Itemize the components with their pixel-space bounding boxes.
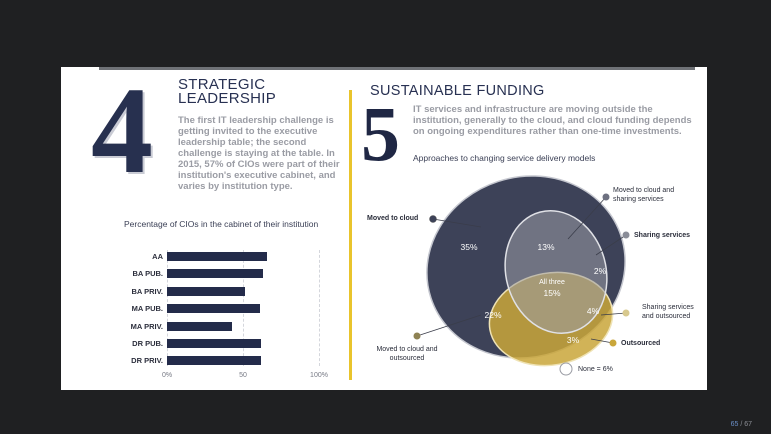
dot-sharing-outsourced xyxy=(622,309,630,317)
label-moved-to-cloud: Moved to cloud xyxy=(367,215,419,222)
page-current: 65 xyxy=(730,421,739,428)
chart-bar xyxy=(167,321,233,331)
service-delivery-venn xyxy=(413,175,630,376)
section-title-line1: STRATEGIC xyxy=(178,76,266,93)
chart-bar xyxy=(167,269,263,279)
chart-tick-label: 100% xyxy=(310,372,328,379)
funding-paragraph: IT services and infrastructure are movin… xyxy=(413,104,692,137)
chart-category-label: BA PUB. xyxy=(132,269,163,279)
chart-gridline xyxy=(319,250,320,366)
venn-sharing-ellipse xyxy=(504,209,608,335)
chart-bar xyxy=(167,339,262,348)
section-number-4: 4 xyxy=(91,67,153,199)
chart-bar xyxy=(167,304,260,314)
section-divider xyxy=(349,90,352,380)
dot-moved-to-cloud xyxy=(429,215,437,223)
pct-all-three: 15% xyxy=(543,288,561,298)
section-title-funding: SUSTAINABLE FUNDING xyxy=(370,83,545,99)
chart-category-label: AA xyxy=(152,252,163,261)
label-all-three: All three xyxy=(539,279,565,286)
page-indicator: 65 / 67 xyxy=(731,421,752,428)
chart-bar xyxy=(167,356,262,366)
chart-tick-label: 50 xyxy=(239,372,247,379)
chart-category-label: MA PUB. xyxy=(131,304,163,314)
dot-sharing xyxy=(622,231,630,239)
dot-cloud-sharing xyxy=(602,193,610,201)
pct-outsourced-only: 3% xyxy=(566,335,580,345)
chart-category-label: BA PRIV. xyxy=(131,286,163,296)
pct-cloud-sharing: 13% xyxy=(537,242,555,252)
chart-category-label: DR PUB. xyxy=(132,339,163,348)
venn-caption: Approaches to changing service delivery … xyxy=(413,153,596,163)
label-outsourced: Outsourced xyxy=(621,340,661,347)
slide: 4 STRATEGIC LEADERSHIP The first IT lead… xyxy=(61,67,707,390)
label-moved-cloud-outsourced: Moved to cloud and outsourced xyxy=(376,346,438,362)
chart-tick-label: 0% xyxy=(161,372,173,379)
section-number-5: 5 xyxy=(361,90,400,177)
label-moved-cloud-sharing: Moved to cloud and sharing services xyxy=(613,187,675,203)
chart-bar xyxy=(167,286,245,296)
chart-category-label: MA PRIV. xyxy=(130,321,163,331)
venn-none-marker xyxy=(559,362,573,376)
dot-cloud-outsourced xyxy=(413,332,421,340)
pct-cloud-outsourced: 22% xyxy=(484,310,502,320)
label-none: None = 6% xyxy=(578,366,613,373)
slide-top-rule xyxy=(99,67,695,70)
chart-title: Percentage of CIOs in the cabinet of the… xyxy=(124,219,319,229)
page-total: / 67 xyxy=(740,421,752,428)
pct-cloud-only: 35% xyxy=(460,242,478,252)
pct-sharing-only: 2% xyxy=(593,266,607,276)
label-sharing-outsourced: Sharing services and outsourced xyxy=(642,304,694,320)
pct-sharing-outsourced: 4% xyxy=(586,306,600,316)
section-title-line2: LEADERSHIP xyxy=(178,90,277,107)
leadership-paragraph: The first IT leadership challenge is get… xyxy=(178,115,340,192)
label-sharing-services: Sharing services xyxy=(634,232,691,239)
chart-bar xyxy=(167,252,268,261)
dot-outsourced xyxy=(609,339,617,347)
chart-category-label: DR PRIV. xyxy=(131,356,163,366)
